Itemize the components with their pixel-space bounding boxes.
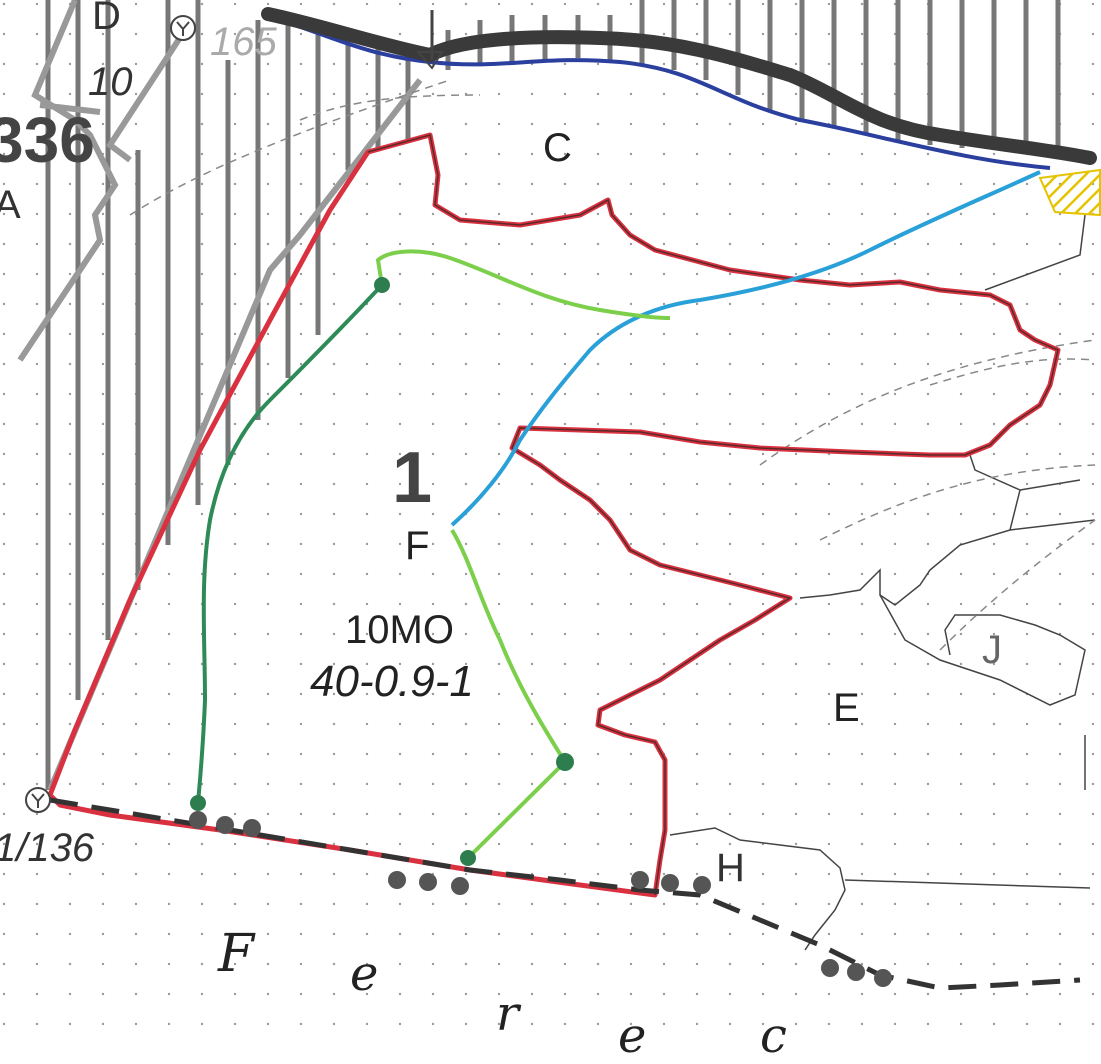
- survey-top-label: 165: [210, 20, 277, 64]
- parcel-number: 1: [392, 438, 433, 518]
- left-big-number: 336: [0, 104, 95, 176]
- dashed-faint-lines: [129, 79, 1096, 651]
- survey-marker-bottom: [25, 787, 51, 813]
- point-f-label: F: [405, 524, 430, 568]
- top-road: [261, 7, 1097, 165]
- survey-bottom-label: 1/136: [0, 826, 95, 870]
- road-letter-4: e: [618, 1008, 647, 1064]
- road-letter-1: F: [218, 924, 255, 984]
- green-path-nodes: [190, 277, 574, 866]
- area-label-j: J: [982, 628, 1002, 672]
- triple-dot-markers: [189, 811, 892, 987]
- dot-grid-background: [0, 0, 1101, 1034]
- dark-green-path: [196, 283, 384, 804]
- survey-marker-arrow: [415, 10, 444, 70]
- area-label-a: A: [0, 183, 21, 227]
- light-green-path-lower: [450, 528, 568, 860]
- left-number-label: 10: [88, 60, 133, 104]
- road-letter-3: r: [496, 986, 519, 1042]
- parcel-boundary-inner: [367, 134, 1059, 896]
- road-letter-5: c: [760, 1008, 787, 1064]
- parcel-code: 10MO: [345, 608, 454, 652]
- hatched-zone: [45, 0, 1061, 790]
- bottom-dashed-road: [49, 797, 1081, 991]
- area-label-e: E: [833, 686, 860, 730]
- parcel-ratio: 40-0.9-1: [310, 657, 474, 706]
- map-canvas: [0, 0, 1101, 1034]
- light-green-path: [375, 249, 671, 320]
- top-blue-line: [269, 16, 1051, 170]
- area-label-h: H: [716, 846, 745, 890]
- blue-path: [450, 170, 1041, 527]
- cadastral-lines-right: [669, 214, 1096, 951]
- survey-marker-top: [170, 15, 196, 41]
- road-letter-2: e: [350, 946, 379, 1002]
- area-label-c: C: [543, 126, 572, 170]
- area-label-d: D: [92, 0, 121, 38]
- yellow-patch: [1038, 168, 1101, 217]
